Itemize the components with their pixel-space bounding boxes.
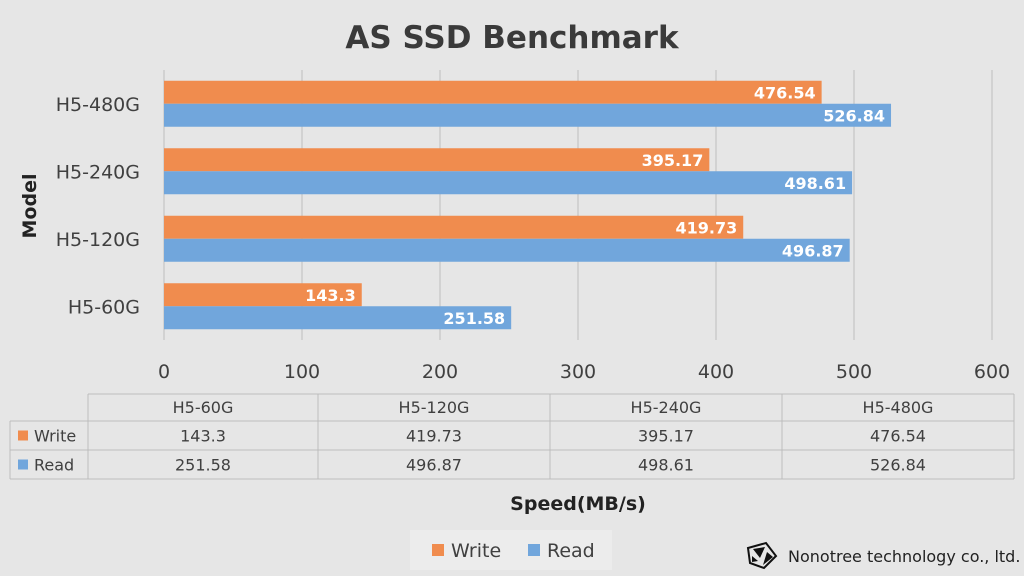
data-table: H5-60G H5-120G H5-240G H5-480G Write 143.3 419… bbox=[9, 393, 1015, 480]
bar-read bbox=[164, 238, 850, 262]
bar-read bbox=[164, 171, 853, 195]
bars bbox=[164, 80, 892, 330]
table-row-label: Read bbox=[34, 456, 74, 475]
bar-read bbox=[164, 306, 512, 330]
legend-label: Write bbox=[451, 540, 501, 562]
y-axis-title: Model bbox=[19, 174, 41, 239]
data-label: 498.61 bbox=[784, 174, 846, 193]
table-cell: 498.61 bbox=[638, 456, 694, 475]
x-tick-label: 600 bbox=[974, 361, 1010, 383]
table-cell: 251.58 bbox=[175, 456, 231, 475]
table-header-cell: H5-240G bbox=[631, 398, 702, 417]
category-label: H5-120G bbox=[56, 229, 140, 251]
legend-label: Read bbox=[547, 540, 595, 562]
x-tick-label: 100 bbox=[284, 361, 320, 383]
bar-read bbox=[164, 103, 892, 127]
table-header-cell: H5-480G bbox=[863, 398, 934, 417]
company-name: Nonotree technology co., ltd. bbox=[788, 547, 1020, 566]
data-label: 143.3 bbox=[305, 286, 356, 305]
x-tick-labels: 0 100 200 300 400 500 600 bbox=[158, 361, 1010, 383]
category-label: H5-240G bbox=[56, 161, 140, 183]
table-cell: 395.17 bbox=[638, 427, 694, 446]
data-label: 395.17 bbox=[642, 151, 704, 170]
table-cell: 143.3 bbox=[180, 427, 226, 446]
category-label: H5-480G bbox=[56, 94, 140, 116]
table-legend-swatch bbox=[18, 430, 28, 441]
data-label: 419.73 bbox=[675, 218, 737, 237]
legend-swatch bbox=[528, 544, 540, 556]
x-tick-label: 0 bbox=[158, 361, 170, 383]
table-cell: 496.87 bbox=[406, 456, 462, 475]
table-legend-swatch bbox=[18, 459, 28, 470]
table-cell: 419.73 bbox=[406, 427, 462, 446]
table-header-cell: H5-120G bbox=[399, 398, 470, 417]
x-axis-title: Speed(MB/s) bbox=[510, 493, 646, 515]
table-header-cell: H5-60G bbox=[173, 398, 234, 417]
table-row-label: Write bbox=[34, 427, 76, 446]
data-label: 526.84 bbox=[823, 106, 885, 125]
bar-write bbox=[164, 148, 710, 172]
bar-labels: 143.3 251.58 419.73 496.87 395.17 498.61 476.5… bbox=[305, 83, 885, 328]
bar-write bbox=[164, 80, 822, 104]
data-label: 251.58 bbox=[443, 309, 505, 328]
x-tick-label: 400 bbox=[698, 361, 734, 383]
data-label: 476.54 bbox=[754, 83, 816, 102]
bar-write bbox=[164, 215, 744, 239]
category-labels: H5-60G H5-120G H5-240G H5-480G bbox=[56, 94, 140, 319]
data-label: 496.87 bbox=[782, 241, 844, 260]
legend: Write Read bbox=[410, 530, 612, 570]
x-tick-label: 200 bbox=[422, 361, 458, 383]
legend-swatch bbox=[432, 544, 444, 556]
x-tick-label: 300 bbox=[560, 361, 596, 383]
category-label: H5-60G bbox=[68, 296, 140, 318]
bar-write bbox=[164, 283, 362, 307]
nonotree-logo-icon bbox=[746, 541, 778, 570]
chart-title: AS SSD Benchmark bbox=[345, 20, 680, 56]
table-cell: 476.54 bbox=[870, 427, 926, 446]
table-cell: 526.84 bbox=[870, 456, 926, 475]
branding: Nonotree technology co., ltd. bbox=[746, 541, 1020, 570]
x-tick-label: 500 bbox=[836, 361, 872, 383]
